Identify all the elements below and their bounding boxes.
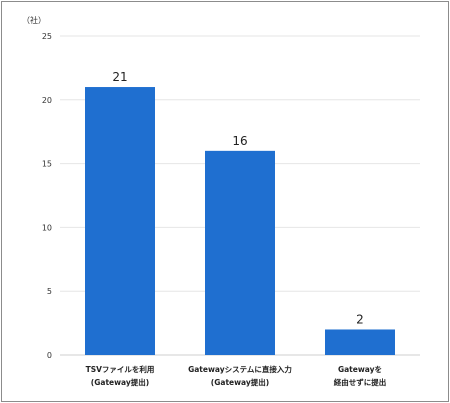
category-label: TSVファイルを利用 (86, 364, 155, 374)
category-labels: TSVファイルを利用 (Gateway提出) Gatewayシステムに直接入力 (Ga… (86, 364, 387, 387)
y-tick-label: 0 (47, 351, 52, 360)
y-axis-unit-label: （社） (22, 15, 46, 25)
data-label: 16 (232, 134, 247, 148)
category-label: Gatewayシステムに直接入力 (188, 364, 292, 374)
bar (205, 150, 275, 355)
category-label: 経由せずに提出 (334, 377, 387, 387)
bars (85, 87, 395, 355)
category-label: Gatewayを (338, 365, 382, 374)
bar (325, 329, 395, 355)
y-tick-label: 20 (42, 96, 52, 105)
y-axis-ticks: 0 5 10 15 20 25 (42, 32, 52, 360)
category-label: (Gateway提出) (91, 377, 149, 387)
y-tick-label: 10 (42, 223, 52, 232)
bar (85, 87, 155, 355)
data-labels: 21 16 2 (112, 70, 363, 326)
y-tick-label: 15 (42, 160, 52, 169)
y-tick-label: 25 (42, 32, 52, 41)
y-tick-label: 5 (47, 287, 52, 296)
data-label: 21 (112, 70, 127, 84)
data-label: 2 (356, 312, 364, 326)
category-label: (Gateway提出) (211, 377, 269, 387)
